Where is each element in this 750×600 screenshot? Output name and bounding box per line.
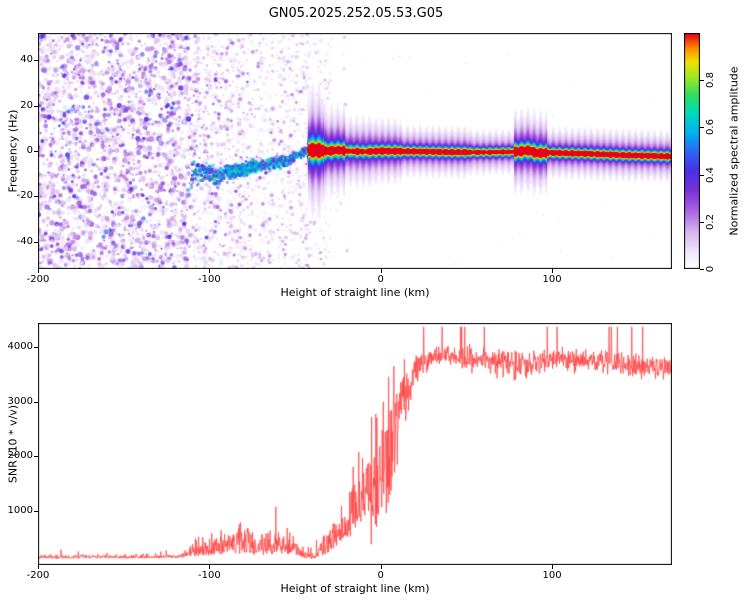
y-tick-label: 2000	[7, 450, 33, 462]
y-tick-mark	[34, 347, 38, 349]
colorbar-tick-mark	[700, 269, 704, 270]
y-tick-label: 1000	[7, 504, 33, 516]
x-tick-label: -100	[197, 274, 221, 285]
x-tick-label: 0	[377, 570, 384, 581]
colorbar-tick-label: 0	[705, 265, 716, 273]
y-tick-mark	[34, 401, 38, 403]
spectrogram-xlabel: Height of straight line (km)	[280, 286, 430, 299]
x-tick-label: -100	[197, 570, 221, 581]
x-tick-label: 0	[377, 274, 384, 285]
y-tick-label: 3000	[7, 395, 33, 407]
y-tick-mark	[34, 456, 38, 458]
x-tick-label: -200	[26, 274, 50, 285]
x-tick-mark	[209, 565, 211, 569]
y-tick-label: 4000	[7, 341, 33, 353]
y-tick-label: 20	[20, 99, 33, 111]
colorbar-tick-label: 0.4	[705, 166, 716, 183]
colorbar-tick-mark	[700, 80, 704, 82]
colorbar-tick-label: 0.8	[705, 72, 716, 89]
y-tick-label: 40	[20, 54, 33, 66]
y-tick-label: 0	[26, 145, 33, 156]
x-tick-mark	[38, 565, 39, 569]
x-tick-mark	[552, 565, 554, 569]
colorbar-tick-mark	[700, 127, 704, 129]
figure-title: GN05.2025.252.05.53.G05	[268, 6, 444, 21]
colorbar-tick-label: 0.6	[705, 119, 716, 136]
x-tick-label: -200	[26, 570, 50, 581]
y-tick-label: -20	[16, 190, 33, 202]
colorbar-tick-label: 0.2	[705, 213, 716, 230]
x-tick-mark	[209, 269, 211, 273]
colorbar-tick-mark	[700, 221, 704, 223]
x-tick-label: 100	[542, 570, 562, 581]
colorbar-label: Normalized spectral amplitude	[727, 66, 741, 236]
y-tick-mark	[34, 510, 38, 512]
spectrogram-canvas	[38, 33, 672, 269]
x-tick-mark	[380, 269, 382, 273]
snr-canvas	[38, 323, 672, 565]
x-tick-mark	[552, 269, 554, 273]
x-tick-mark	[380, 565, 382, 569]
colorbar-tick-mark	[700, 174, 704, 176]
y-tick-mark	[34, 105, 38, 107]
y-tick-mark	[34, 241, 38, 243]
y-tick-mark	[34, 60, 38, 62]
y-tick-mark	[34, 196, 38, 198]
x-tick-label: 100	[542, 274, 562, 285]
snr-xlabel: Height of straight line (km)	[280, 582, 430, 595]
y-tick-label: -40	[16, 235, 33, 247]
x-tick-mark	[38, 269, 39, 273]
y-tick-mark	[34, 151, 38, 152]
snr-ylabel: SNR (10 * v/v)	[6, 404, 20, 484]
colorbar	[684, 33, 700, 269]
